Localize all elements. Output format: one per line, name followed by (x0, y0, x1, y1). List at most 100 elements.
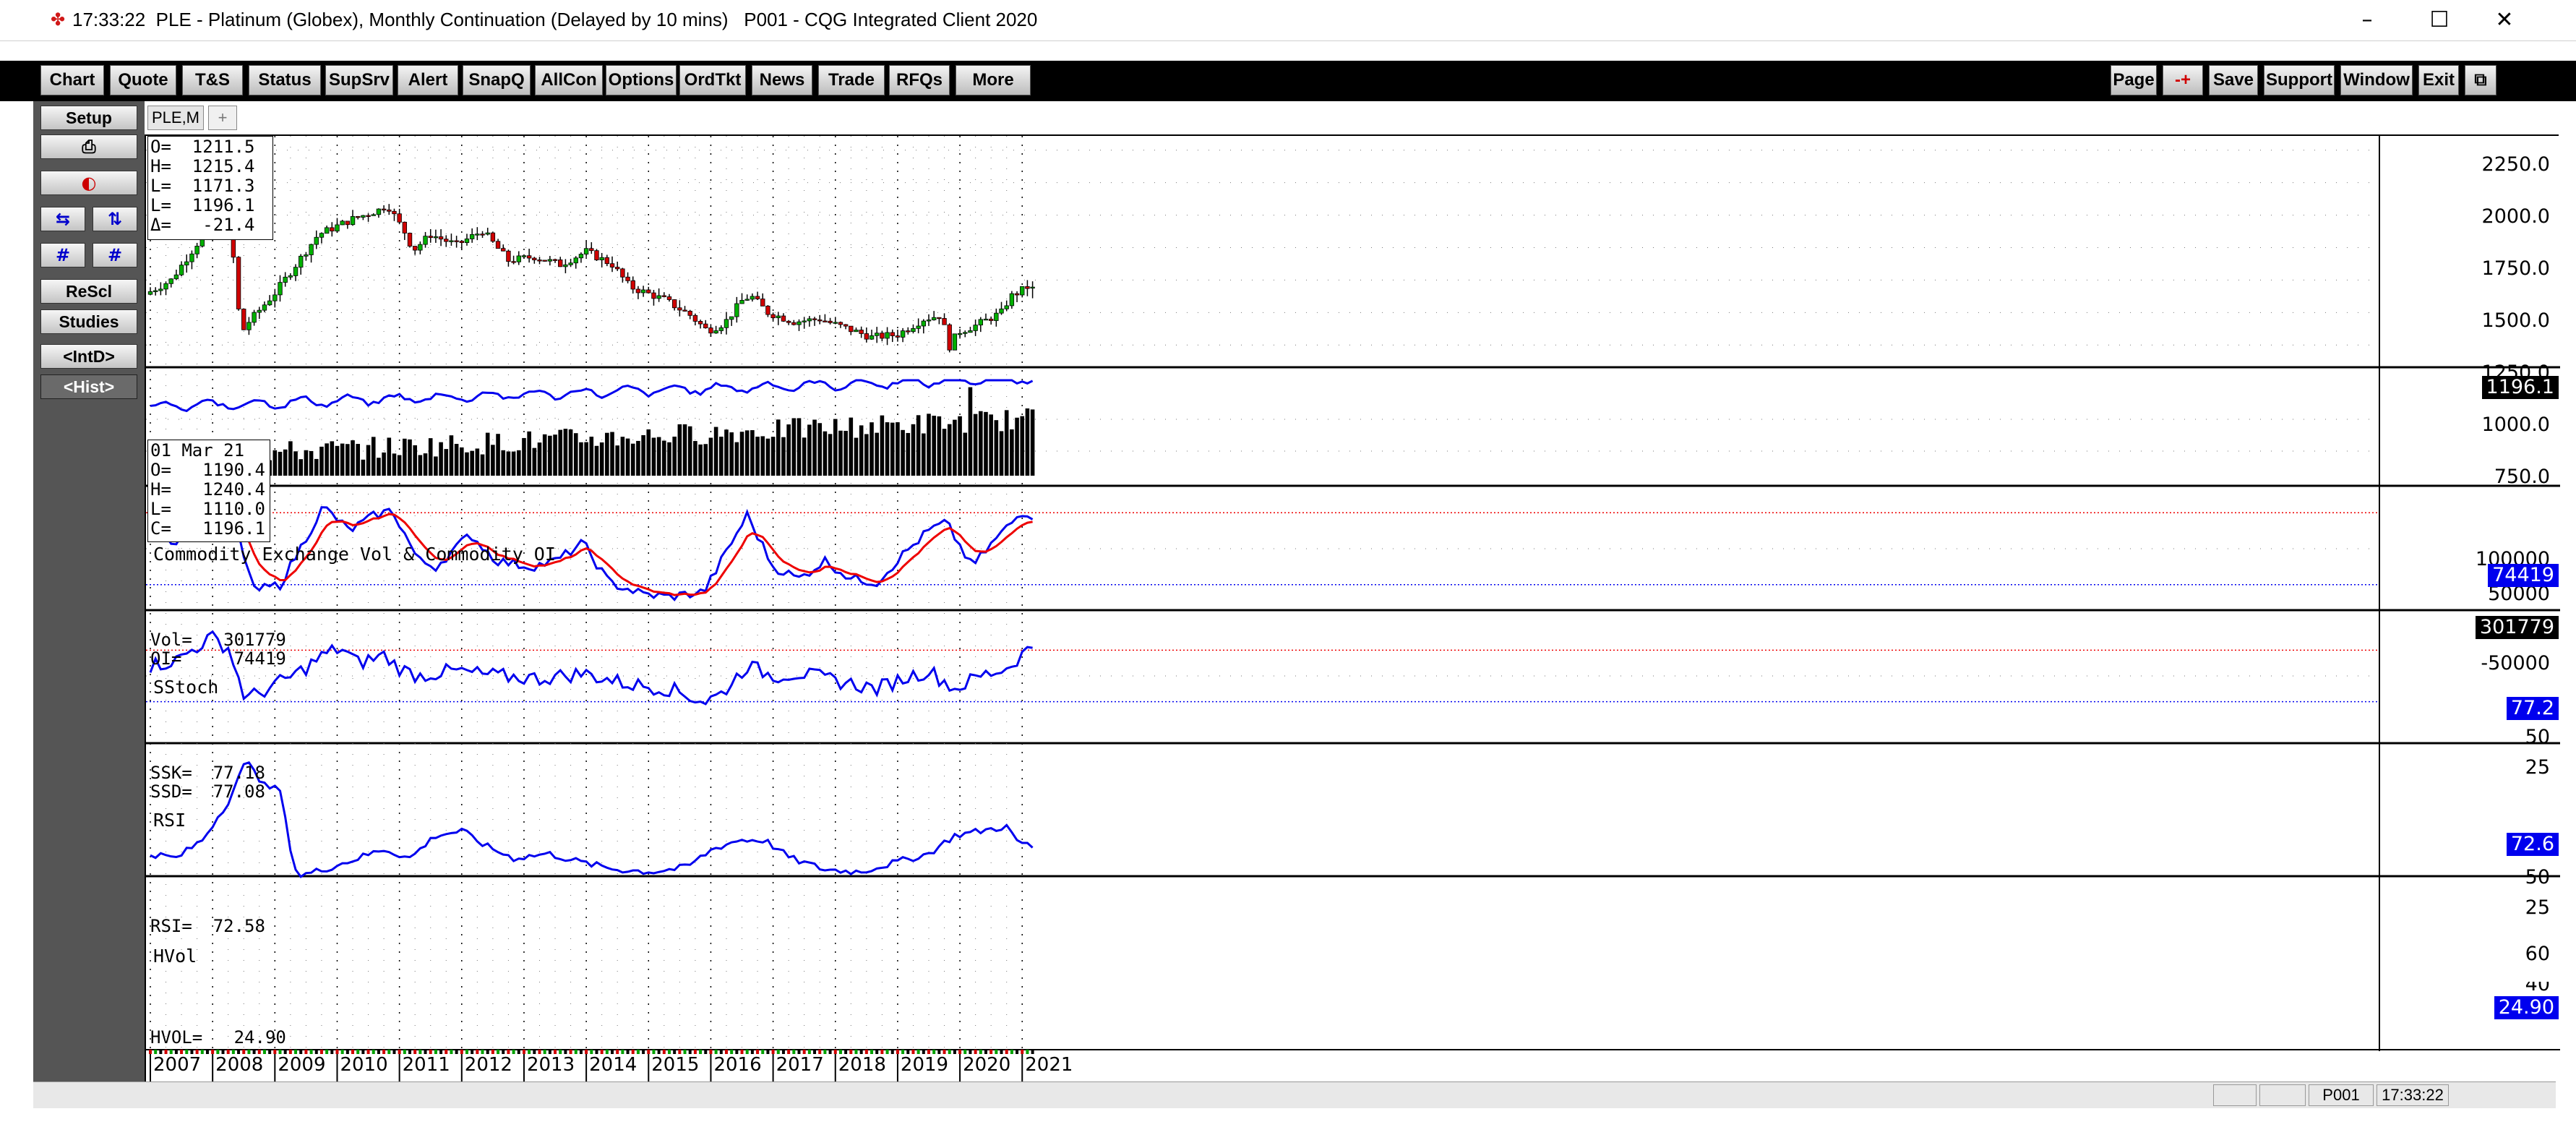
volume-bar (568, 429, 573, 476)
price-candle-body (288, 275, 293, 278)
volume-bar (1004, 410, 1009, 476)
close-button[interactable]: ✕ (2495, 7, 2514, 33)
price-candle-body (262, 304, 267, 311)
price-candle-body (433, 236, 439, 239)
time-axis-marker (554, 1050, 557, 1054)
volume-bar (444, 449, 449, 476)
chart-canvas[interactable] (146, 136, 2560, 1086)
volume-bar (522, 437, 526, 476)
volume-bar (937, 416, 942, 476)
price-candle-body (168, 278, 173, 284)
time-axis-marker (262, 1050, 266, 1054)
save-button[interactable]: Save (2209, 65, 2258, 95)
volume-bar (304, 450, 309, 476)
page-button[interactable]: Page (2111, 65, 2157, 95)
volume-bar (599, 442, 604, 476)
rescale-button[interactable]: ReScl (40, 279, 137, 304)
price-candle-body (895, 335, 901, 338)
x-tick-2010: 2010 (340, 1054, 388, 1076)
intraday-button[interactable]: <IntD> (40, 344, 137, 369)
studies-button[interactable]: Studies (40, 309, 137, 334)
volume-bar (999, 431, 1004, 476)
price-tick-1500: 1500.0 (2481, 309, 2550, 332)
volume-bar (859, 425, 864, 476)
window-button[interactable]: Window (2340, 65, 2413, 95)
time-axis-marker (502, 1050, 505, 1054)
zoom-button[interactable]: -+ (2163, 65, 2203, 95)
volume-bar (387, 437, 392, 476)
volume-bar (392, 453, 397, 476)
alert-button[interactable]: Alert (398, 65, 458, 95)
rfqs-button[interactable]: RFQs (889, 65, 950, 95)
price-candle-body (926, 320, 932, 322)
news-button[interactable]: News (752, 65, 812, 95)
time-axis-marker (974, 1050, 977, 1054)
time-axis-marker (200, 1050, 204, 1054)
trade-button[interactable]: Trade (818, 65, 885, 95)
volume-bar (278, 451, 283, 476)
chart-button[interactable]: Chart (40, 65, 104, 95)
time-axis-marker (398, 1050, 401, 1054)
grid-icon[interactable]: # (40, 243, 85, 267)
current-low-readout: L= 1171.3 (150, 176, 255, 196)
snapq-button[interactable]: SnapQ (463, 65, 531, 95)
volume-bar (403, 438, 407, 476)
volume-bar (812, 419, 817, 476)
hvol-panel-title: HVol (153, 946, 197, 967)
add-tab-button[interactable]: + (208, 106, 237, 130)
time-axis-marker (382, 1050, 386, 1054)
time-axis-marker (273, 1050, 277, 1054)
price-candle-body (340, 220, 345, 226)
time-axis-marker (366, 1050, 370, 1054)
price-candle-body (849, 325, 854, 333)
maximize-button[interactable]: ☐ (2429, 7, 2450, 33)
time-axis-marker (932, 1050, 936, 1054)
price-candle-body (330, 227, 335, 232)
ts-button[interactable]: T&S (182, 65, 243, 95)
cursor-icon[interactable]: ◐ (40, 171, 137, 195)
ordtkt-button[interactable]: OrdTkt (679, 65, 746, 95)
time-axis-marker (1005, 1050, 1008, 1054)
volume-bar (1010, 429, 1014, 476)
price-tick-1000: 1000.0 (2481, 414, 2550, 436)
exit-button[interactable]: Exit (2418, 65, 2459, 95)
time-axis-marker (927, 1050, 930, 1054)
price-candle-body (724, 319, 729, 328)
scroll-horizontal-icon[interactable]: ⇆ (40, 207, 85, 231)
status-button[interactable]: Status (249, 65, 321, 95)
price-candle-body (890, 332, 895, 336)
price-candle-body (1020, 286, 1025, 296)
print-icon[interactable]: ⎙ (40, 134, 137, 159)
historical-button[interactable]: <Hist> (40, 374, 137, 399)
price-candle-body (988, 318, 994, 321)
price-candle-body (319, 233, 325, 238)
quote-button[interactable]: Quote (110, 65, 176, 95)
time-axis-marker (195, 1050, 199, 1054)
sstoch-tick-25: 25 (2525, 756, 2550, 779)
bar-open-readout: O= 1190.4 (150, 460, 265, 480)
setup-button[interactable]: Setup (40, 106, 137, 130)
allcon-button[interactable]: AllCon (535, 65, 603, 95)
options-button[interactable]: Options (606, 65, 677, 95)
volume-bar (656, 437, 661, 476)
support-button[interactable]: Support (2264, 65, 2335, 95)
tab-ple-m[interactable]: PLE,M (147, 106, 204, 130)
volume-bar (314, 458, 319, 476)
more-button[interactable]: More (956, 65, 1031, 95)
grid-lock-icon[interactable]: # (93, 243, 137, 267)
scroll-vertical-icon[interactable]: ⇅ (93, 207, 137, 231)
time-axis-marker (169, 1050, 173, 1054)
restore-icon[interactable]: ⧉ (2465, 65, 2496, 95)
minimize-button[interactable]: – (2361, 7, 2373, 33)
volume-bar (563, 429, 568, 476)
time-axis-marker (657, 1050, 661, 1054)
supsrv-button[interactable]: SupSrv (325, 65, 393, 95)
time-axis-marker (585, 1050, 588, 1054)
volume-bar (698, 444, 703, 476)
time-axis-marker (205, 1050, 209, 1054)
current-open-readout: O= 1211.5 (150, 137, 255, 157)
chart-area[interactable]: O= 1211.5 H= 1215.4 L= 1171.3 L= 1196.1 … (145, 134, 2560, 1086)
price-candle-body (729, 316, 734, 320)
volume-bar (584, 442, 588, 476)
time-axis-marker (268, 1050, 272, 1054)
